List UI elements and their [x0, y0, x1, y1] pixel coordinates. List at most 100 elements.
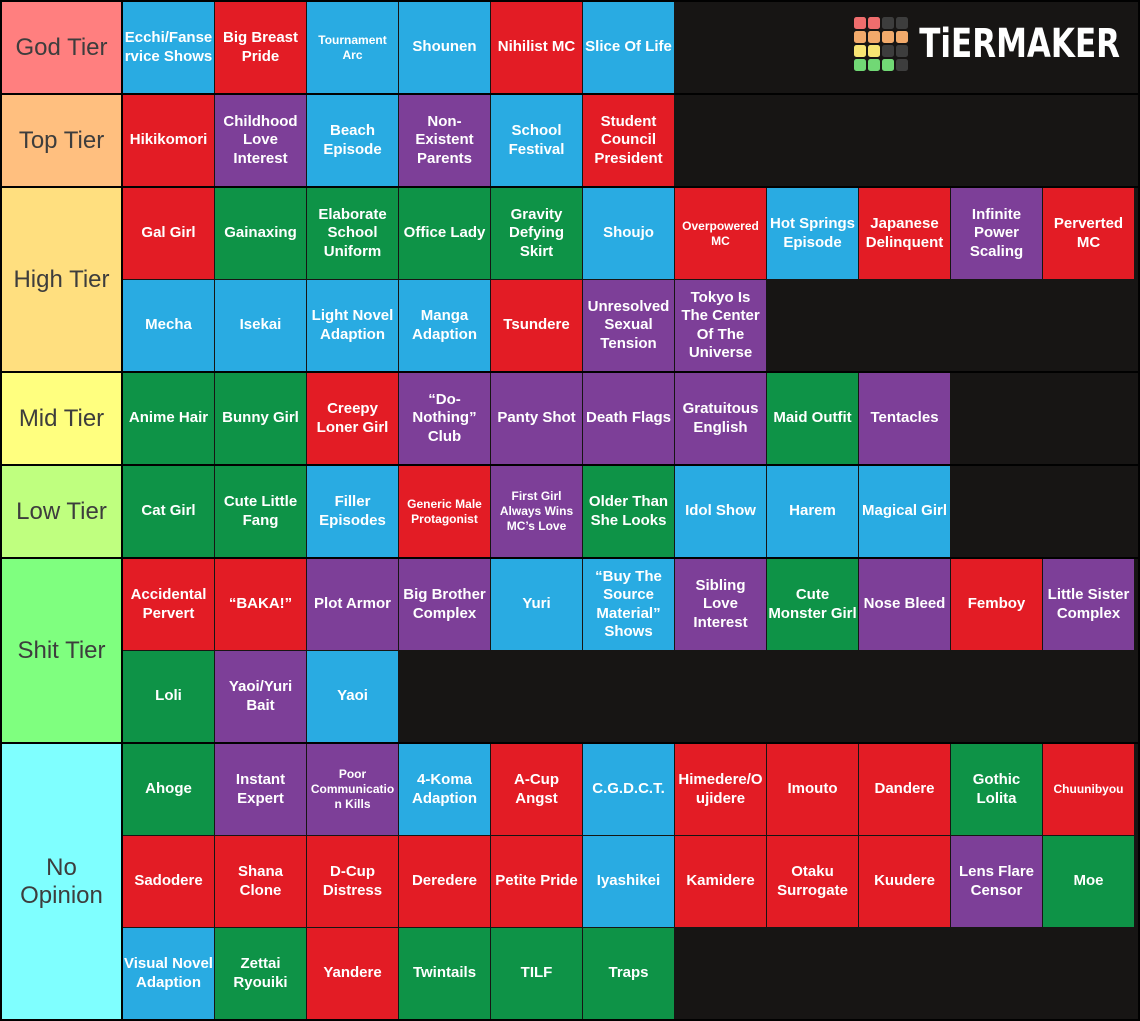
tier-item-beach-episode[interactable]: Beach Episode	[307, 95, 398, 186]
tier-item-little-sister-complex[interactable]: Little Sister Complex	[1043, 559, 1134, 650]
tier-item-kamidere[interactable]: Kamidere	[675, 836, 766, 927]
tier-item-kuudere[interactable]: Kuudere	[859, 836, 950, 927]
tier-item-nihilist-mc[interactable]: Nihilist MC	[491, 2, 582, 93]
tier-item-perverted-mc[interactable]: Perverted MC	[1043, 188, 1134, 279]
tier-item-yandere[interactable]: Yandere	[307, 928, 398, 1019]
tier-subrow: Gal Girl Gainaxing Elaborate School Unifor…	[123, 188, 1138, 279]
logo-grid-square	[854, 45, 867, 57]
tier-item-tilf[interactable]: TILF	[491, 928, 582, 1019]
tier-item-yuri[interactable]: Yuri	[491, 559, 582, 650]
tier-item-unresolved-sexual-tension[interactable]: Unresolved Sexual Tension	[583, 280, 674, 371]
tier-item-creepy-loner-girl[interactable]: Creepy Loner Girl	[307, 373, 398, 464]
tier-label-god-tier: God Tier	[2, 2, 123, 93]
tier-item-japanese-delinquent[interactable]: Japanese Delinquent	[859, 188, 950, 279]
tier-item-office-lady[interactable]: Office Lady	[399, 188, 490, 279]
tier-item-gainaxing[interactable]: Gainaxing	[215, 188, 306, 279]
tier-item-cute-little-fang[interactable]: Cute Little Fang	[215, 466, 306, 557]
tier-item-bunny-girl[interactable]: Bunny Girl	[215, 373, 306, 464]
tier-item-shana-clone[interactable]: Shana Clone	[215, 836, 306, 927]
tier-item-cat-girl[interactable]: Cat Girl	[123, 466, 214, 557]
tier-item-yaoi[interactable]: Yaoi	[307, 651, 398, 742]
tier-item-childhood-love-interest[interactable]: Childhood Love Interest	[215, 95, 306, 186]
tier-item-ecchi-fanservice-shows[interactable]: Ecchi/Fanservice Shows	[123, 2, 214, 93]
tier-item-loli[interactable]: Loli	[123, 651, 214, 742]
tier-item-do-nothing-club[interactable]: “Do-Nothing” Club	[399, 373, 490, 464]
tier-item-c-g-d-c-t[interactable]: C.G.D.C.T.	[583, 744, 674, 835]
tier-item-twintails[interactable]: Twintails	[399, 928, 490, 1019]
tier-item-baka[interactable]: “BAKA!”	[215, 559, 306, 650]
tier-item-gothic-lolita[interactable]: Gothic Lolita	[951, 744, 1042, 835]
tier-item-school-festival[interactable]: School Festival	[491, 95, 582, 186]
tier-item-infinite-power-scaling[interactable]: Infinite Power Scaling	[951, 188, 1042, 279]
tier-item-moe[interactable]: Moe	[1043, 836, 1134, 927]
tier-item-poor-communication-kills[interactable]: Poor Communication Kills	[307, 744, 398, 835]
tier-item-deredere[interactable]: Deredere	[399, 836, 490, 927]
tier-item-manga-adaption[interactable]: Manga Adaption	[399, 280, 490, 371]
tier-item-tsundere[interactable]: Tsundere	[491, 280, 582, 371]
tier-item-maid-outfit[interactable]: Maid Outfit	[767, 373, 858, 464]
tier-item-shoujo[interactable]: Shoujo	[583, 188, 674, 279]
tier-item-tentacles[interactable]: Tentacles	[859, 373, 950, 464]
tier-item-elaborate-school-uniform[interactable]: Elaborate School Uniform	[307, 188, 398, 279]
tier-item-hot-springs-episode[interactable]: Hot Springs Episode	[767, 188, 858, 279]
tier-item-sadodere[interactable]: Sadodere	[123, 836, 214, 927]
tier-item-shounen[interactable]: Shounen	[399, 2, 490, 93]
tier-item-plot-armor[interactable]: Plot Armor	[307, 559, 398, 650]
tier-item-harem[interactable]: Harem	[767, 466, 858, 557]
tier-item-sibling-love-interest[interactable]: Sibling Love Interest	[675, 559, 766, 650]
tier-item-non-existent-parents[interactable]: Non-Existent Parents	[399, 95, 490, 186]
logo-grid-square	[854, 59, 867, 71]
tier-item-ahoge[interactable]: Ahoge	[123, 744, 214, 835]
tier-item-gal-girl[interactable]: Gal Girl	[123, 188, 214, 279]
tier-item-imouto[interactable]: Imouto	[767, 744, 858, 835]
tier-item-first-girl-always-wins-mc-s-love[interactable]: First Girl Always Wins MC’s Love	[491, 466, 582, 557]
tier-item-chuunibyou[interactable]: Chuunibyou	[1043, 744, 1134, 835]
tier-item-panty-shot[interactable]: Panty Shot	[491, 373, 582, 464]
tier-item-slice-of-life[interactable]: Slice Of Life	[583, 2, 674, 93]
tier-item-generic-male-protagonist[interactable]: Generic Male Protagonist	[399, 466, 490, 557]
tier-item-gratuitous-english[interactable]: Gratuitous English	[675, 373, 766, 464]
tier-item-big-brother-complex[interactable]: Big Brother Complex	[399, 559, 490, 650]
tier-item-tournament-arc[interactable]: Tournament Arc	[307, 2, 398, 93]
tier-item-d-cup-distress[interactable]: D-Cup Distress	[307, 836, 398, 927]
tier-item-zettai-ryouiki[interactable]: Zettai Ryouiki	[215, 928, 306, 1019]
tier-item-lens-flare-censor[interactable]: Lens Flare Censor	[951, 836, 1042, 927]
tier-item-big-breast-pride[interactable]: Big Breast Pride	[215, 2, 306, 93]
tier-item-idol-show[interactable]: Idol Show	[675, 466, 766, 557]
tier-item-petite-pride[interactable]: Petite Pride	[491, 836, 582, 927]
tier-subrow: Anime Hair Bunny Girl Creepy Loner Girl “Do…	[123, 373, 1138, 464]
tier-item-student-council-president[interactable]: Student Council President	[583, 95, 674, 186]
tier-item-traps[interactable]: Traps	[583, 928, 674, 1019]
tier-item-yaoi-yuri-bait[interactable]: Yaoi/Yuri Bait	[215, 651, 306, 742]
tier-item-mecha[interactable]: Mecha	[123, 280, 214, 371]
logo-grid-square	[882, 45, 895, 57]
tier-item-hikikomori[interactable]: Hikikomori	[123, 95, 214, 186]
tier-item-dandere[interactable]: Dandere	[859, 744, 950, 835]
tier-subrow: Cat Girl Cute Little Fang Filler Episodes G…	[123, 466, 1138, 557]
tier-item-older-than-she-looks[interactable]: Older Than She Looks	[583, 466, 674, 557]
tier-item-4-koma-adaption[interactable]: 4-Koma Adaption	[399, 744, 490, 835]
tier-item-accidental-pervert[interactable]: Accidental Pervert	[123, 559, 214, 650]
tier-item-cute-monster-girl[interactable]: Cute Monster Girl	[767, 559, 858, 650]
tier-item-death-flags[interactable]: Death Flags	[583, 373, 674, 464]
tier-item-nose-bleed[interactable]: Nose Bleed	[859, 559, 950, 650]
tier-item-visual-novel-adaption[interactable]: Visual Novel Adaption	[123, 928, 214, 1019]
tier-item-iyashikei[interactable]: Iyashikei	[583, 836, 674, 927]
tier-item-femboy[interactable]: Femboy	[951, 559, 1042, 650]
logo-grid-square	[896, 45, 909, 57]
tier-item-light-novel-adaption[interactable]: Light Novel Adaption	[307, 280, 398, 371]
tier-item-anime-hair[interactable]: Anime Hair	[123, 373, 214, 464]
tier-item-magical-girl[interactable]: Magical Girl	[859, 466, 950, 557]
tier-item-tokyo-is-the-center-of-the-universe[interactable]: Tokyo Is The Center Of The Universe	[675, 280, 766, 371]
tier-item-gravity-defying-skirt[interactable]: Gravity Defying Skirt	[491, 188, 582, 279]
tier-item-otaku-surrogate[interactable]: Otaku Surrogate	[767, 836, 858, 927]
tier-item-overpowered-mc[interactable]: Overpowered MC	[675, 188, 766, 279]
tier-item-a-cup-angst[interactable]: A-Cup Angst	[491, 744, 582, 835]
tier-item-filler-episodes[interactable]: Filler Episodes	[307, 466, 398, 557]
tier-subrow: Accidental Pervert “BAKA!” Plot Armor Big B…	[123, 559, 1138, 650]
tier-item-buy-the-source-material-shows[interactable]: “Buy The Source Material” Shows	[583, 559, 674, 650]
tier-item-himedere-oujidere[interactable]: Himedere/Oujidere	[675, 744, 766, 835]
tier-item-instant-expert[interactable]: Instant Expert	[215, 744, 306, 835]
tier-item-isekai[interactable]: Isekai	[215, 280, 306, 371]
